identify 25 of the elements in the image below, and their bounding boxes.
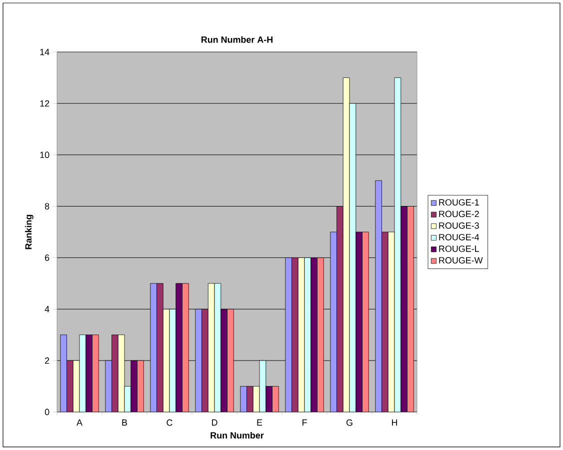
- x-tick-label: B: [122, 419, 128, 426]
- legend-label: ROUGE-1: [439, 199, 479, 206]
- y-tick-label: 8: [44, 203, 50, 210]
- y-tick-label: 10: [40, 152, 50, 158]
- y-tick-label: 12: [40, 100, 50, 107]
- y-tick-label: 6: [45, 254, 50, 261]
- y-axis-title: Ranking: [25, 214, 34, 250]
- legend-label: ROUGE-2: [439, 210, 479, 218]
- legend-label: ROUGE-W: [439, 257, 483, 264]
- chart-title: Run Number A-H: [201, 36, 273, 43]
- legend-label: ROUGE-L: [439, 246, 480, 252]
- y-tick-label: 0: [44, 408, 50, 416]
- y-tick-label: 2: [45, 357, 50, 364]
- x-tick-label: G: [346, 419, 352, 426]
- y-tick-label: 14: [40, 48, 50, 56]
- x-tick-label: E: [257, 419, 262, 426]
- x-tick-label: A: [76, 419, 82, 426]
- x-axis-title: Run Number: [210, 432, 264, 439]
- x-tick-label: C: [166, 419, 172, 426]
- legend-label: ROUGE-3: [439, 222, 479, 229]
- x-tick-label: D: [212, 419, 218, 426]
- x-tick-label: H: [392, 419, 398, 426]
- legend-label: ROUGE-4: [439, 234, 480, 240]
- x-tick-label: F: [302, 419, 307, 426]
- y-tick-label: 4: [44, 306, 50, 312]
